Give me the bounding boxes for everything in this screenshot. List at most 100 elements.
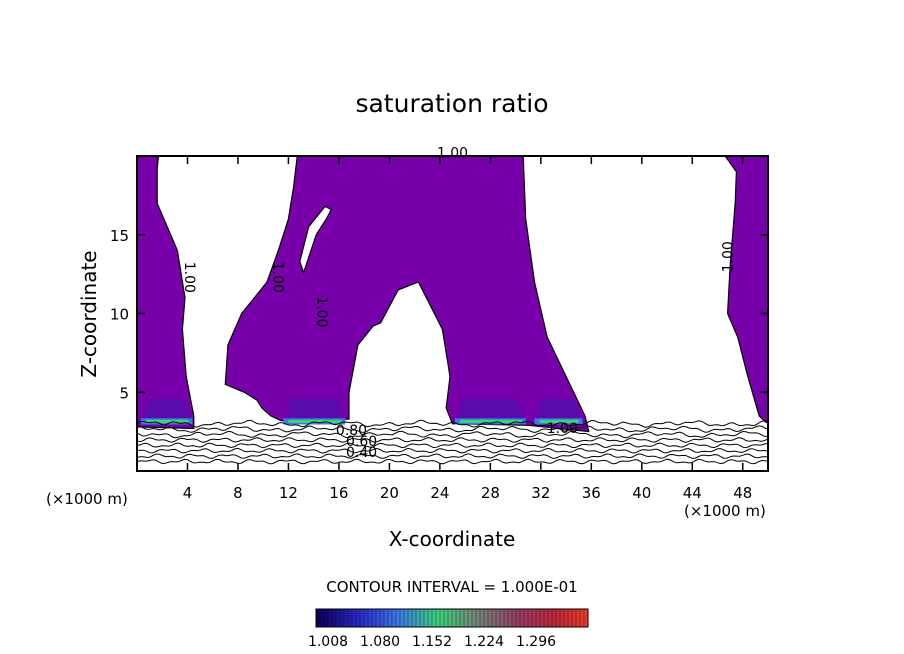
colorbar-swatch [475, 608, 481, 628]
colorbar-swatch [531, 608, 537, 628]
x-tick-label: 8 [233, 484, 243, 502]
colorbar-swatch [539, 608, 545, 628]
colorbar-swatch [435, 608, 441, 628]
x-tick-label: 16 [329, 484, 348, 502]
saturated-region-right [724, 156, 768, 423]
x-tick-label: 4 [183, 484, 193, 502]
x-tick-label: 40 [632, 484, 651, 502]
colorbar-swatch [439, 608, 445, 628]
contour-label: 1.00 [721, 241, 737, 272]
y-tick-label: 5 [119, 384, 129, 402]
colorbar-swatch [395, 608, 401, 628]
colorbar-swatch [427, 608, 433, 628]
chart-title: saturation ratio [355, 89, 548, 118]
unsaturated-pocket [299, 205, 333, 275]
colorbar-swatch [319, 608, 325, 628]
colorbar-swatch [383, 608, 389, 628]
colorbar-swatch [547, 608, 553, 628]
colorbar-tick-label: 1.008 [308, 634, 348, 650]
colorbar-swatches [315, 608, 589, 628]
contour-labels: 1.00 1.00 1.00 1.00 1.00 1.00 0.800.600.40 [181, 146, 737, 461]
colorbar-swatch [479, 608, 485, 628]
saturated-regions [137, 156, 768, 433]
supersaturation-zones [140, 398, 583, 425]
x-tick-label: 28 [481, 484, 500, 502]
colorbar-swatch [515, 608, 521, 628]
x-tick-label: 36 [582, 484, 601, 502]
x-tick-label: 48 [733, 484, 752, 502]
colorbar-swatch [567, 608, 573, 628]
colorbar-swatch [347, 608, 353, 628]
x-tick-label: 20 [380, 484, 399, 502]
contour-label: 1.00 [181, 262, 197, 293]
colorbar-swatch [535, 608, 541, 628]
x-axis-label: X-coordinate [389, 527, 516, 551]
stable-layer-contour [137, 442, 768, 449]
colorbar-swatch [387, 608, 393, 628]
colorbar-swatch [459, 608, 465, 628]
colorbar-swatch [391, 608, 397, 628]
contour-label: 1.00 [269, 262, 285, 293]
colorbar-swatch [335, 608, 341, 628]
colorbar-swatch [399, 608, 405, 628]
supersaturation-plume [285, 398, 343, 419]
colorbar-swatch [447, 608, 453, 628]
colorbar-swatch [571, 608, 577, 628]
stable-layer-contour [137, 447, 768, 454]
colorbar-swatch [555, 608, 561, 628]
colorbar-swatch [315, 608, 321, 628]
stable-layer-contour [137, 437, 768, 443]
colorbar-swatch [519, 608, 525, 628]
colorbar-tick-label: 1.296 [516, 634, 556, 650]
stable-layer-contours [137, 419, 768, 465]
contour-label: 1.00 [547, 421, 578, 437]
x-axis-ticks: 4 8 12 16 20 24 28 32 36 40 44 48 [183, 156, 752, 502]
colorbar-swatch [359, 608, 365, 628]
colorbar-swatch [559, 608, 565, 628]
stable-layer-contour [137, 458, 768, 465]
supersaturation-plume [457, 398, 524, 419]
supersaturation-core [539, 419, 579, 423]
colorbar-swatch [331, 608, 337, 628]
contour-interval-text: CONTOUR INTERVAL = 1.000E-01 [326, 578, 577, 596]
colorbar-swatch [487, 608, 493, 628]
plot-area [137, 156, 768, 471]
contour-label: 1.00 [437, 146, 468, 162]
y-tick-label: 10 [110, 306, 129, 324]
colorbar-tick-label: 1.152 [412, 634, 452, 650]
colorbar-swatch [483, 608, 489, 628]
colorbar-swatch [323, 608, 329, 628]
supersaturation-plume [537, 398, 580, 419]
colorbar-swatch [431, 608, 437, 628]
colorbar-swatch [351, 608, 357, 628]
colorbar-swatch [339, 608, 345, 628]
supersaturation-plume [143, 398, 190, 419]
x-tick-label: 44 [683, 484, 702, 502]
contour-label: 0.40 [346, 445, 377, 461]
colorbar-swatch [443, 608, 449, 628]
x-tick-label: 24 [430, 484, 449, 502]
colorbar-swatch [551, 608, 557, 628]
contour-label: 0.80 [336, 423, 367, 439]
colorbar-swatch [463, 608, 469, 628]
stable-layer-contour [137, 419, 768, 428]
colorbar-swatch [507, 608, 513, 628]
colorbar-swatch [575, 608, 581, 628]
colorbar-swatch [415, 608, 421, 628]
colorbar-swatch [451, 608, 457, 628]
colorbar-swatch [563, 608, 569, 628]
x-tick-label: 12 [279, 484, 298, 502]
colorbar-frame [315, 608, 589, 628]
colorbar: 1.008 1.080 1.152 1.224 1.296 [308, 608, 589, 650]
colorbar-swatch [491, 608, 497, 628]
colorbar-swatch [503, 608, 509, 628]
colorbar-swatch [343, 608, 349, 628]
stable-layer-contour [137, 453, 768, 460]
colorbar-swatch [411, 608, 417, 628]
colorbar-swatch [419, 608, 425, 628]
colorbar-swatch [363, 608, 369, 628]
x-units-left: (×1000 m) [46, 490, 128, 508]
x-tick-label: 32 [531, 484, 550, 502]
colorbar-swatch [471, 608, 477, 628]
